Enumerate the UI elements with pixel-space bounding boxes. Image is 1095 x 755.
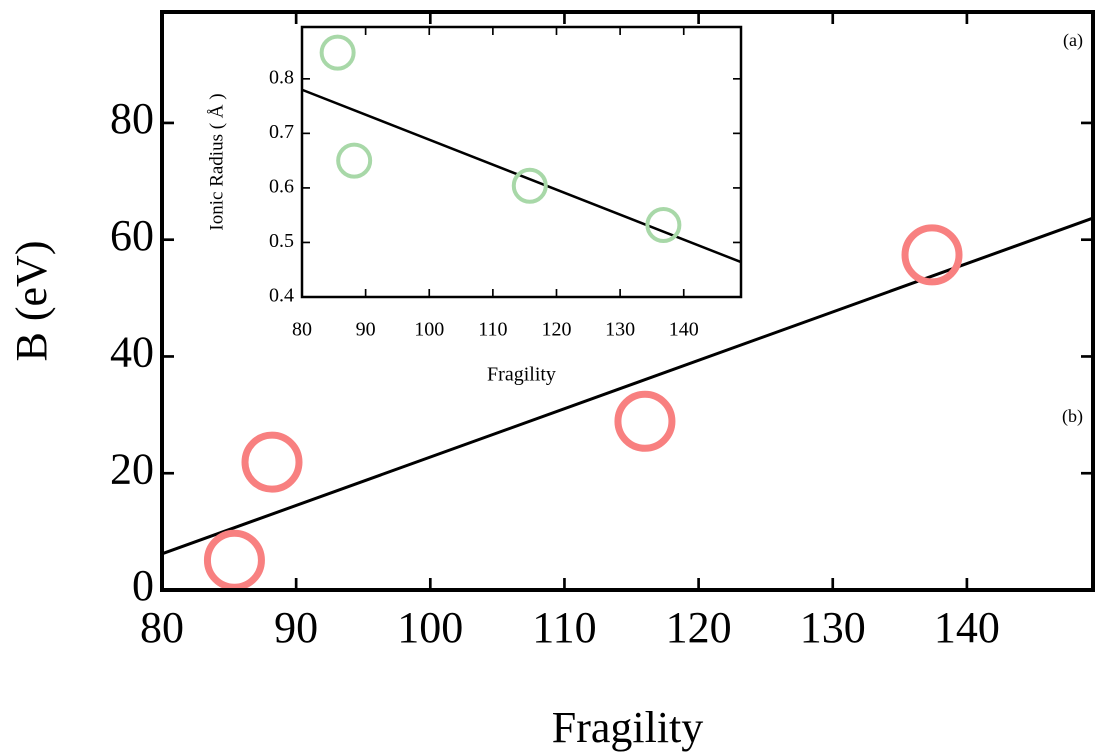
x-axis-label: Fragility bbox=[487, 364, 556, 386]
y-tick-label: 0.5 bbox=[269, 230, 294, 252]
x-axis-label: Fragility bbox=[552, 703, 704, 752]
y-tick-label: 0.6 bbox=[269, 176, 294, 198]
y-tick-label: 0.8 bbox=[269, 66, 294, 88]
y-axis-label: Ionic Radius ( Å ) bbox=[206, 93, 227, 230]
y-tick-label: 60 bbox=[110, 211, 154, 260]
fit-line bbox=[301, 88, 742, 264]
panel-label: (a) bbox=[1063, 30, 1083, 51]
x-tick-label: 140 bbox=[669, 319, 699, 341]
data-point bbox=[901, 224, 963, 286]
fit-line bbox=[161, 216, 1094, 556]
x-tick-label: 130 bbox=[605, 319, 635, 341]
plot-area bbox=[302, 27, 741, 297]
y-tick-label: 0.4 bbox=[269, 285, 294, 307]
plot-frame bbox=[160, 10, 1095, 592]
y-tick-label: 20 bbox=[110, 444, 154, 493]
data-point bbox=[241, 431, 303, 493]
y-tick-label: 80 bbox=[110, 94, 154, 143]
x-tick-label: 140 bbox=[934, 603, 1000, 652]
data-point bbox=[511, 167, 548, 204]
data-point bbox=[203, 529, 265, 591]
plot-frame bbox=[300, 25, 743, 299]
x-tick-label: 80 bbox=[140, 603, 184, 652]
y-tick-label: 40 bbox=[110, 328, 154, 377]
x-tick-label: 100 bbox=[414, 319, 444, 341]
x-tick-label: 90 bbox=[356, 319, 376, 341]
x-tick-label: 100 bbox=[397, 603, 463, 652]
x-tick-label: 110 bbox=[532, 603, 596, 652]
data-point bbox=[319, 34, 356, 71]
data-point bbox=[645, 207, 682, 243]
x-tick-label: 90 bbox=[274, 603, 318, 652]
y-tick-label: 0.7 bbox=[269, 121, 294, 143]
data-point bbox=[614, 390, 676, 452]
x-tick-label: 80 bbox=[292, 319, 312, 341]
y-tick-label: 0 bbox=[132, 561, 154, 610]
x-tick-label: 130 bbox=[800, 603, 866, 652]
x-tick-label: 120 bbox=[666, 603, 732, 652]
x-tick-label: 120 bbox=[541, 319, 571, 341]
y-axis-label: B (eV) bbox=[7, 241, 56, 362]
data-point bbox=[336, 142, 373, 179]
x-tick-label: 110 bbox=[478, 319, 507, 341]
panel-label: (b) bbox=[1062, 406, 1083, 427]
